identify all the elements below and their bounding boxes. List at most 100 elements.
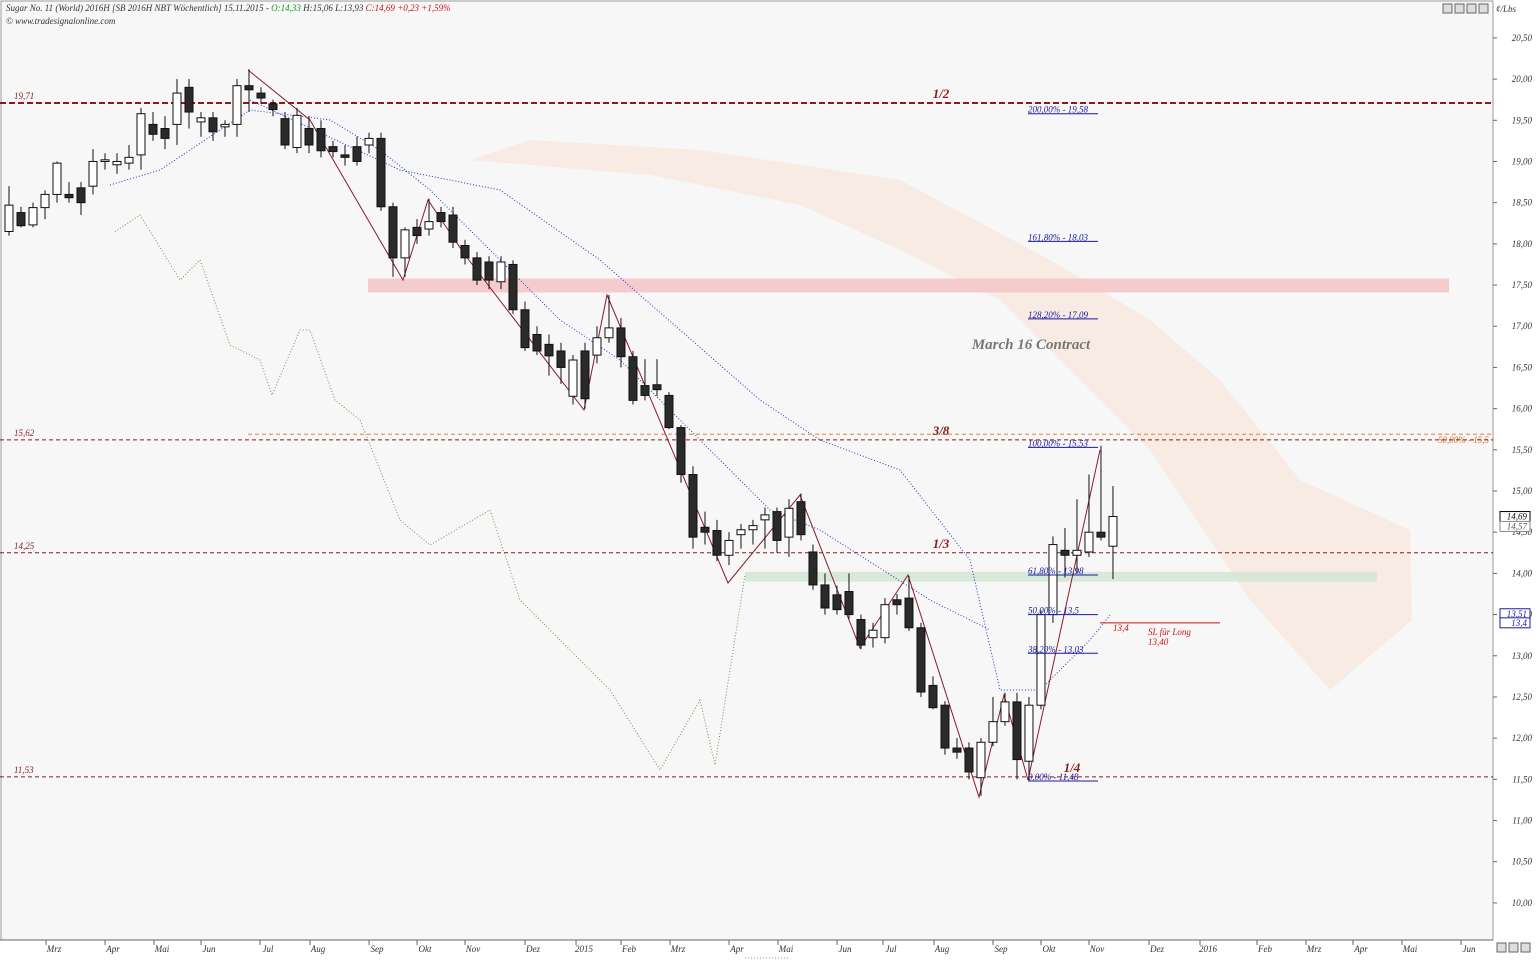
overlay: 200,00% - 19,58 161,80% - 18,03 128,20% - … xyxy=(1027,105,1220,782)
price-label: 13,51 xyxy=(1507,609,1527,619)
candle-body xyxy=(748,525,758,531)
price-label-box xyxy=(1499,520,1531,532)
candle-body xyxy=(736,529,746,536)
y-tick-label: 16,00 xyxy=(1512,404,1533,414)
header-title: Sugar No. 11 (World) 2016H [SB 2016H NBT… xyxy=(6,3,269,13)
y-tick-label: 17,00 xyxy=(1512,321,1533,331)
level-name: 1/3 xyxy=(933,536,950,551)
candle-body xyxy=(520,309,530,349)
candle-body xyxy=(376,137,386,208)
candle-body xyxy=(160,128,170,139)
header-hl: H:15,06 L:13,93 xyxy=(302,3,364,13)
candle-body xyxy=(796,501,806,536)
x-tick-label: Mrz xyxy=(670,944,686,954)
candle-body xyxy=(700,526,710,533)
level-name: 1/4 xyxy=(1064,760,1081,775)
candles xyxy=(4,69,1118,796)
level-name: 3/8 xyxy=(932,423,950,438)
price-label-box xyxy=(1499,617,1531,629)
candle-body xyxy=(724,539,734,556)
fib-label: 100,00% - 15,53 xyxy=(1028,438,1088,448)
candle-body xyxy=(232,85,242,125)
fib-label: 0,00% - 11,48 xyxy=(1028,772,1079,782)
stop-loss-text: SL für Long xyxy=(1148,627,1191,637)
price-label: 13,4 xyxy=(1511,618,1527,628)
candle-body xyxy=(316,128,326,152)
candle-body xyxy=(364,137,374,146)
candle-body xyxy=(280,118,290,146)
candle-body xyxy=(1060,549,1070,556)
candle-body xyxy=(172,92,182,125)
button[interactable] xyxy=(1478,3,1489,14)
x-tick-label: Dez xyxy=(1149,944,1164,954)
price-label: 14,57 xyxy=(1507,521,1528,531)
candle-body xyxy=(568,359,578,397)
y-tick-label: 15,00 xyxy=(1512,486,1533,496)
candle-body xyxy=(832,594,842,611)
candle-body xyxy=(328,146,338,153)
level-label: 15,62 xyxy=(14,428,35,438)
candle-body xyxy=(964,747,974,773)
candle-body xyxy=(16,212,26,227)
candle-body xyxy=(1036,614,1046,706)
candle-body xyxy=(412,226,422,237)
button[interactable] xyxy=(1442,3,1453,14)
candle-body xyxy=(664,394,674,429)
candle-body xyxy=(436,212,446,223)
contract-note: March 16 Contract xyxy=(971,337,1091,353)
x-tick-label: Okt xyxy=(419,944,432,954)
candle-body xyxy=(112,160,122,166)
candle-body xyxy=(472,257,482,281)
candle-body xyxy=(592,337,602,356)
scroll-button[interactable] xyxy=(1520,942,1531,953)
candle-body xyxy=(340,154,350,158)
candle-body xyxy=(40,193,50,209)
ichimoku-cloud xyxy=(470,140,1412,690)
x-tick-label: Nov xyxy=(1089,944,1105,954)
header: Sugar No. 11 (World) 2016H [SB 2016H NBT… xyxy=(6,3,451,13)
fib-label: 200,00% - 19,58 xyxy=(1028,105,1088,115)
fib-label: 128,20% - 17,09 xyxy=(1028,310,1088,320)
y-tick-label: 19,00 xyxy=(1512,156,1533,166)
stop-loss-price: 13,40 xyxy=(1148,637,1169,647)
candle-body xyxy=(496,261,506,283)
zone xyxy=(368,278,1449,293)
x-tick-label: Jun xyxy=(203,944,216,954)
candle-body xyxy=(184,86,194,113)
candle-body xyxy=(100,159,110,162)
y-tick-label: 12,00 xyxy=(1512,733,1533,743)
candle-body xyxy=(484,261,494,281)
y-tick-label: 12,50 xyxy=(1512,692,1533,702)
candle-body xyxy=(856,619,866,646)
candle-body xyxy=(400,229,410,259)
candle-body xyxy=(940,704,950,749)
button[interactable] xyxy=(1454,3,1465,14)
tenkan-line xyxy=(109,109,991,631)
candle-body xyxy=(1000,701,1010,723)
y-tick-label: 11,50 xyxy=(1512,774,1532,784)
scroll-button[interactable] xyxy=(1508,942,1519,953)
candle-body xyxy=(196,117,206,123)
candle-body xyxy=(88,160,98,187)
candle-body xyxy=(220,123,230,128)
candle-body xyxy=(1024,704,1034,762)
candle-body xyxy=(1108,516,1118,547)
candle-body xyxy=(4,204,14,232)
y-tick-label: 10,00 xyxy=(1512,898,1533,908)
scroll-button[interactable] xyxy=(1496,942,1507,953)
candle-body xyxy=(424,221,434,230)
candle-body xyxy=(1012,701,1022,761)
y-tick-label: 16,50 xyxy=(1512,362,1533,372)
button[interactable] xyxy=(1466,3,1477,14)
candle-body xyxy=(268,103,278,111)
candle-body xyxy=(580,350,590,400)
unit: ¢/Lbs xyxy=(1496,4,1517,14)
fib-label: 38,20% - 13,03 xyxy=(1027,644,1084,654)
candle-body xyxy=(28,207,38,226)
candle-body xyxy=(136,113,146,156)
y-tick-label: 20,00 xyxy=(1512,74,1533,84)
candle-body xyxy=(532,333,542,352)
level-label: 14,25 xyxy=(14,541,35,551)
x-tick-label: Dez xyxy=(525,944,540,954)
